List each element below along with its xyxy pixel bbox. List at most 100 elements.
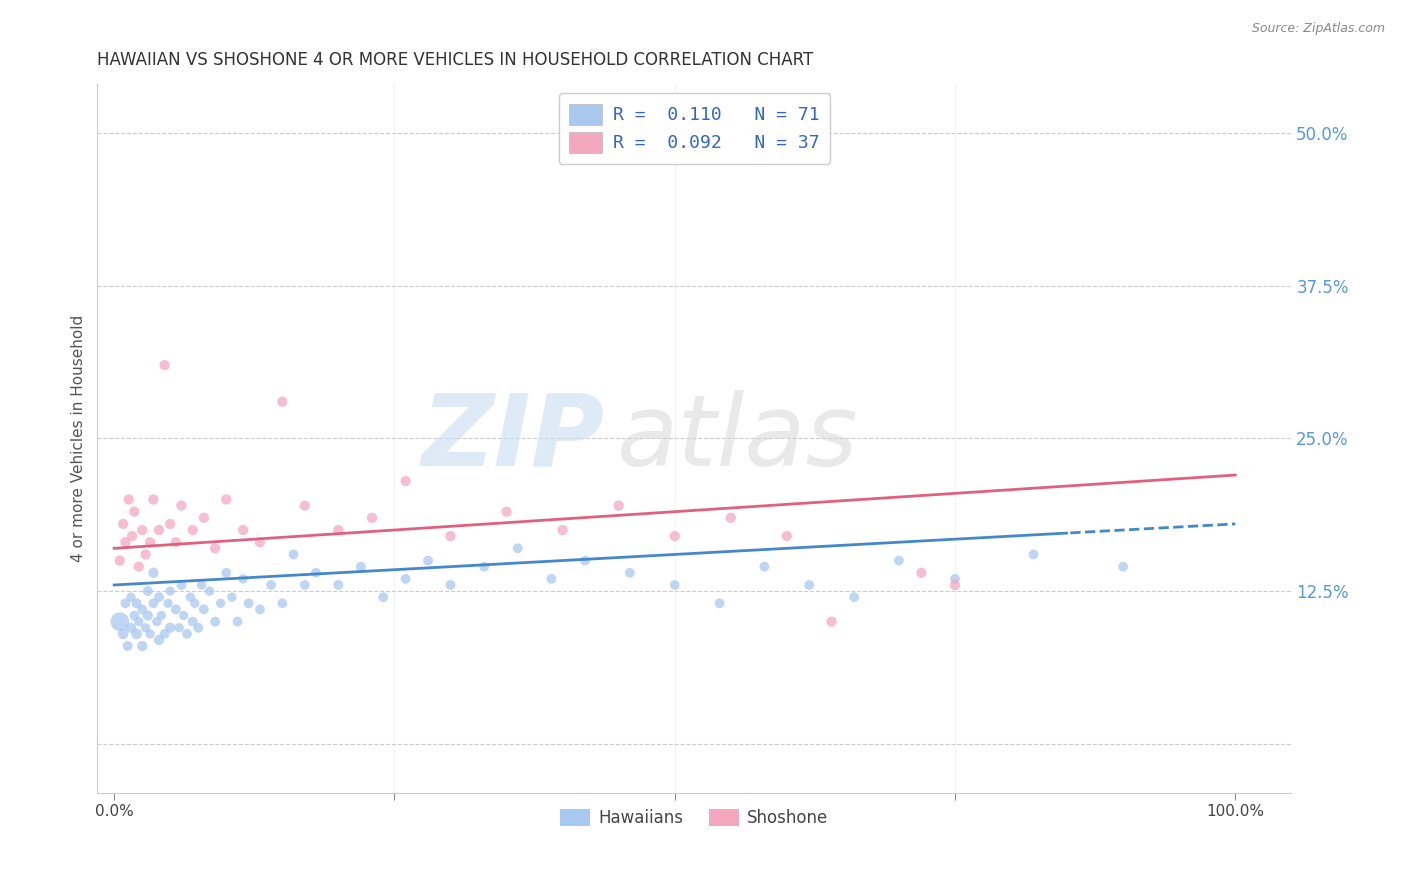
Point <box>249 602 271 616</box>
Point <box>821 615 844 629</box>
Point <box>181 615 204 629</box>
Point <box>150 608 173 623</box>
Point <box>159 621 181 635</box>
Point <box>664 529 686 543</box>
Point <box>887 553 910 567</box>
Point <box>118 492 141 507</box>
Point <box>125 627 148 641</box>
Point <box>799 578 821 592</box>
Point <box>395 572 418 586</box>
Point <box>173 608 195 623</box>
Point <box>153 627 176 641</box>
Point <box>305 566 328 580</box>
Point <box>156 596 179 610</box>
Point <box>328 523 350 537</box>
Point <box>165 602 187 616</box>
Point <box>495 505 517 519</box>
Y-axis label: 4 or more Vehicles in Household: 4 or more Vehicles in Household <box>72 315 86 562</box>
Text: Source: ZipAtlas.com: Source: ZipAtlas.com <box>1251 22 1385 36</box>
Point <box>159 516 181 531</box>
Point <box>112 627 135 641</box>
Point <box>232 572 254 586</box>
Point <box>260 578 283 592</box>
Text: HAWAIIAN VS SHOSHONE 4 OR MORE VEHICLES IN HOUSEHOLD CORRELATION CHART: HAWAIIAN VS SHOSHONE 4 OR MORE VEHICLES … <box>97 51 814 69</box>
Point <box>943 578 966 592</box>
Point <box>204 541 226 556</box>
Point <box>167 621 190 635</box>
Point <box>842 591 865 605</box>
Point <box>125 596 148 610</box>
Point <box>139 627 162 641</box>
Point <box>187 621 209 635</box>
Point <box>472 559 495 574</box>
Point <box>121 529 143 543</box>
Point <box>142 566 165 580</box>
Point <box>198 584 221 599</box>
Point <box>551 523 574 537</box>
Point <box>131 602 153 616</box>
Point <box>124 608 146 623</box>
Point <box>226 615 249 629</box>
Point <box>720 510 742 524</box>
Point <box>120 621 142 635</box>
Point <box>146 615 169 629</box>
Point <box>148 591 170 605</box>
Point <box>190 578 212 592</box>
Point <box>1022 548 1045 562</box>
Point <box>153 358 176 372</box>
Point <box>204 615 226 629</box>
Point <box>215 566 238 580</box>
Point <box>120 591 142 605</box>
Point <box>128 615 150 629</box>
Point <box>148 632 170 647</box>
Point <box>139 535 162 549</box>
Point <box>184 596 207 610</box>
Point <box>170 578 193 592</box>
Point <box>193 510 215 524</box>
Point <box>124 505 146 519</box>
Point <box>170 499 193 513</box>
Point <box>943 572 966 586</box>
Point <box>709 596 731 610</box>
Point <box>128 559 150 574</box>
Legend: Hawaiians, Shoshone: Hawaiians, Shoshone <box>554 803 835 834</box>
Point <box>607 499 630 513</box>
Point <box>136 584 159 599</box>
Point <box>165 535 187 549</box>
Point <box>238 596 260 610</box>
Text: ZIP: ZIP <box>422 390 605 487</box>
Point <box>108 615 131 629</box>
Point <box>350 559 373 574</box>
Point <box>209 596 232 610</box>
Point <box>328 578 350 592</box>
Point <box>776 529 799 543</box>
Point <box>416 553 439 567</box>
Point <box>506 541 529 556</box>
Point <box>117 639 139 653</box>
Point <box>181 523 204 537</box>
Point <box>159 584 181 599</box>
Point <box>361 510 384 524</box>
Point <box>271 596 294 610</box>
Point <box>142 492 165 507</box>
Point <box>395 474 418 488</box>
Point <box>221 591 243 605</box>
Point <box>294 499 316 513</box>
Text: atlas: atlas <box>617 390 858 487</box>
Point <box>439 529 461 543</box>
Point <box>619 566 641 580</box>
Point <box>136 608 159 623</box>
Point <box>574 553 596 567</box>
Point <box>179 591 201 605</box>
Point <box>114 596 136 610</box>
Point <box>176 627 198 641</box>
Point <box>135 621 157 635</box>
Point <box>131 523 153 537</box>
Point <box>108 553 131 567</box>
Point <box>112 516 135 531</box>
Point <box>294 578 316 592</box>
Point <box>664 578 686 592</box>
Point <box>540 572 562 586</box>
Point <box>135 548 157 562</box>
Point <box>215 492 238 507</box>
